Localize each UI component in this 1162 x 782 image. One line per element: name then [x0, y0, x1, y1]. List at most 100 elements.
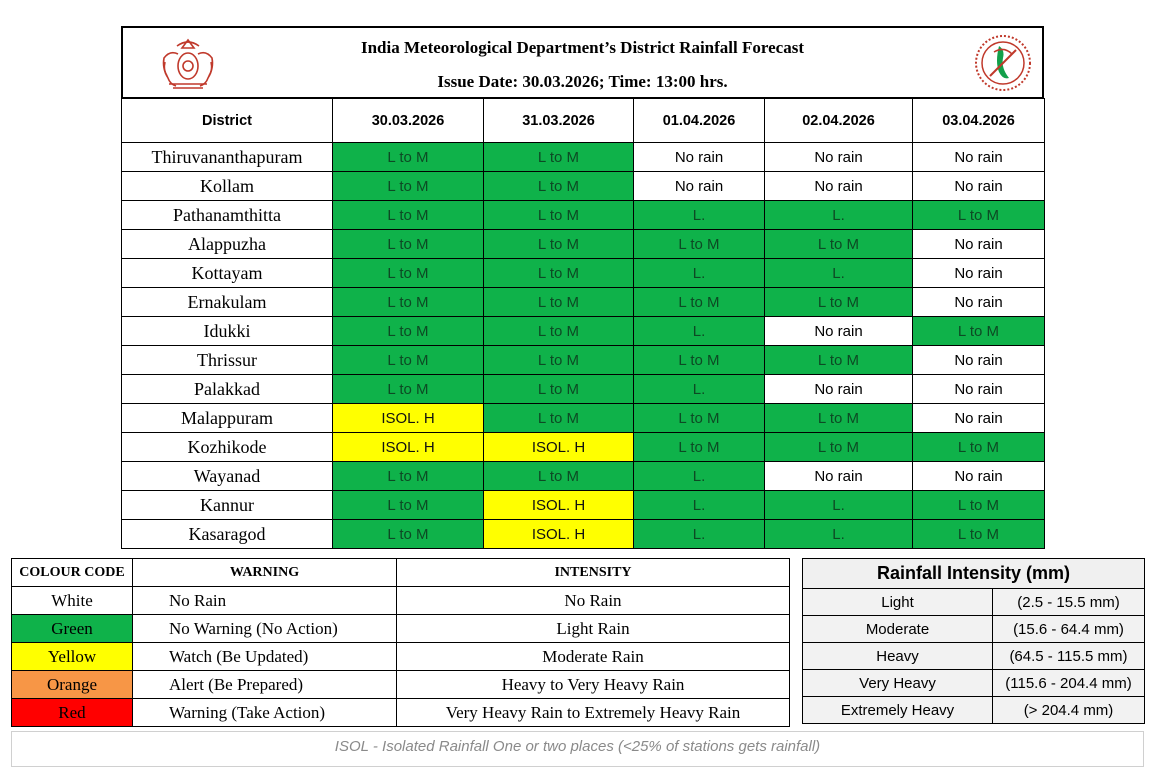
- legend-row: Orange Alert (Be Prepared) Heavy to Very H…: [11, 670, 790, 699]
- forecast-cell: L to M: [483, 258, 634, 288]
- report-header: India Meteorological Department’s Distri…: [121, 26, 1044, 99]
- intensity-row: Light (2.5 - 15.5 mm): [802, 588, 1145, 616]
- intensity-range: (2.5 - 15.5 mm): [992, 588, 1145, 616]
- intensity-range: (64.5 - 115.5 mm): [992, 642, 1145, 670]
- forecast-cell: L to M: [483, 171, 634, 201]
- forecast-cell: L to M: [483, 229, 634, 259]
- colour-swatch: Green: [11, 614, 133, 643]
- colour-code-header: COLOUR CODE: [11, 558, 133, 587]
- forecast-cell: No rain: [912, 345, 1045, 375]
- forecast-cell: L.: [633, 200, 765, 230]
- district-name: Alappuzha: [121, 229, 333, 259]
- issue-date: Issue Date: 30.03.2026; Time: 13:00 hrs.: [437, 72, 728, 91]
- forecast-cell: No rain: [912, 171, 1045, 201]
- forecast-cell: L to M: [483, 461, 634, 491]
- forecast-cell: L to M: [633, 432, 765, 462]
- isol-footnote: ISOL - Isolated Rainfall One or two plac…: [11, 731, 1144, 767]
- forecast-cell: No rain: [764, 142, 913, 172]
- district-row: Kannur L to M ISOL. H L. L. L to M: [121, 490, 1045, 520]
- forecast-cell: No rain: [912, 229, 1045, 259]
- forecast-cell: L to M: [332, 142, 484, 172]
- forecast-table: District 30.03.2026 31.03.2026 01.04.202…: [121, 98, 1045, 549]
- forecast-cell: L.: [633, 316, 765, 346]
- forecast-cell: L to M: [633, 345, 765, 375]
- forecast-cell: L to M: [912, 316, 1045, 346]
- forecast-cell: ISOL. H: [483, 490, 634, 520]
- forecast-cell: L to M: [483, 403, 634, 433]
- intensity-row: Very Heavy (115.6 - 204.4 mm): [802, 669, 1145, 697]
- legend-row: Yellow Watch (Be Updated) Moderate Rain: [11, 642, 790, 671]
- forecast-cell: No rain: [764, 316, 913, 346]
- district-name: Wayanad: [121, 461, 333, 491]
- district-name: Pathanamthitta: [121, 200, 333, 230]
- intensity-range: (> 204.4 mm): [992, 696, 1145, 724]
- intensity-range: (15.6 - 64.4 mm): [992, 615, 1145, 643]
- forecast-header-row: District 30.03.2026 31.03.2026 01.04.202…: [121, 98, 1045, 143]
- legend-header-row: COLOUR CODE WARNING INTENSITY: [11, 558, 790, 587]
- district-name: Kannur: [121, 490, 333, 520]
- forecast-cell: L to M: [912, 200, 1045, 230]
- forecast-cell: L to M: [332, 345, 484, 375]
- colour-swatch: Red: [11, 698, 133, 727]
- colour-code-legend: COLOUR CODE WARNING INTENSITY White No Ra…: [11, 558, 790, 727]
- intensity-category: Moderate: [802, 615, 993, 643]
- intensity-row: Heavy (64.5 - 115.5 mm): [802, 642, 1145, 670]
- date-column-header: 03.04.2026: [912, 98, 1045, 143]
- warning-label: Watch (Be Updated): [132, 642, 397, 671]
- forecast-cell: L to M: [764, 229, 913, 259]
- forecast-cell: No rain: [912, 258, 1045, 288]
- colour-swatch: Yellow: [11, 642, 133, 671]
- forecast-cell: L to M: [483, 345, 634, 375]
- legend-row: Green No Warning (No Action) Light Rain: [11, 614, 790, 643]
- forecast-cell: ISOL. H: [483, 519, 634, 549]
- forecast-cell: L to M: [633, 287, 765, 317]
- warning-label: Warning (Take Action): [132, 698, 397, 727]
- forecast-cell: No rain: [764, 461, 913, 491]
- forecast-cell: No rain: [912, 374, 1045, 404]
- district-name: Malappuram: [121, 403, 333, 433]
- forecast-cell: L to M: [483, 374, 634, 404]
- forecast-cell: ISOL. H: [483, 432, 634, 462]
- district-name: Thrissur: [121, 345, 333, 375]
- forecast-cell: No rain: [912, 142, 1045, 172]
- forecast-cell: L.: [764, 200, 913, 230]
- warning-header: WARNING: [132, 558, 397, 587]
- forecast-cell: L.: [633, 374, 765, 404]
- forecast-cell: L.: [764, 258, 913, 288]
- intensity-label: Heavy to Very Heavy Rain: [396, 670, 790, 699]
- district-name: Kozhikode: [121, 432, 333, 462]
- forecast-cell: L.: [633, 519, 765, 549]
- forecast-cell: L to M: [764, 287, 913, 317]
- forecast-cell: L to M: [332, 258, 484, 288]
- intensity-category: Heavy: [802, 642, 993, 670]
- date-column-header: 01.04.2026: [633, 98, 765, 143]
- warning-label: Alert (Be Prepared): [132, 670, 397, 699]
- forecast-cell: No rain: [633, 142, 765, 172]
- forecast-cell: No rain: [912, 403, 1045, 433]
- district-name: Kasaragod: [121, 519, 333, 549]
- intensity-header: INTENSITY: [396, 558, 790, 587]
- forecast-cell: L to M: [764, 403, 913, 433]
- forecast-cell: No rain: [633, 171, 765, 201]
- forecast-cell: L to M: [332, 171, 484, 201]
- legend-row: Red Warning (Take Action) Very Heavy Rain …: [11, 698, 790, 727]
- forecast-cell: No rain: [764, 171, 913, 201]
- district-name: Ernakulam: [121, 287, 333, 317]
- report-title: India Meteorological Department’s Distri…: [360, 38, 804, 57]
- intensity-row: Extremely Heavy (> 204.4 mm): [802, 696, 1145, 724]
- rainfall-intensity-header-row: Rainfall Intensity (mm): [802, 558, 1145, 589]
- forecast-cell: No rain: [764, 374, 913, 404]
- forecast-cell: No rain: [912, 461, 1045, 491]
- forecast-cell: L to M: [483, 142, 634, 172]
- intensity-row: Moderate (15.6 - 64.4 mm): [802, 615, 1145, 643]
- forecast-cell: L to M: [764, 432, 913, 462]
- forecast-cell: ISOL. H: [332, 432, 484, 462]
- district-name: Kottayam: [121, 258, 333, 288]
- intensity-category: Very Heavy: [802, 669, 993, 697]
